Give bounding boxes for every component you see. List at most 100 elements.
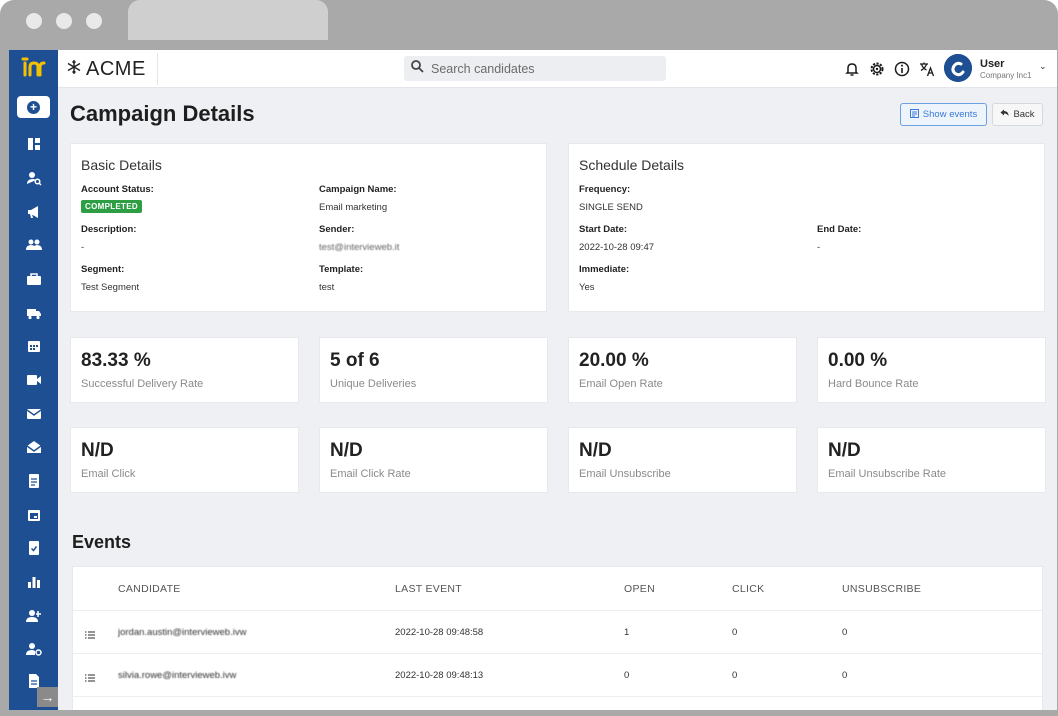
calendar-grid-icon[interactable] — [26, 338, 42, 354]
stat-value: 20.00 % — [579, 350, 649, 371]
open-mail-icon[interactable] — [26, 439, 42, 455]
window-minimize-dot[interactable] — [56, 13, 72, 29]
megaphone-icon[interactable] — [26, 204, 42, 220]
column-header-candidate[interactable]: CANDIDATE — [118, 583, 181, 595]
stat-value: N/D — [81, 440, 114, 461]
stat-value: N/D — [579, 440, 612, 461]
account-status-label: Account Status: — [81, 184, 154, 195]
column-header-open[interactable]: OPEN — [624, 583, 655, 595]
expand-sidebar-button[interactable]: → — [37, 687, 58, 707]
window-maximize-dot[interactable] — [86, 13, 102, 29]
user-management-icon[interactable] — [26, 608, 42, 624]
open-count: 0 — [624, 670, 630, 681]
dashboard-icon[interactable] — [26, 136, 42, 152]
column-header-last-event[interactable]: LAST EVENT — [395, 583, 462, 595]
search-input[interactable] — [431, 61, 651, 76]
table-row[interactable]: silvia.rowe@intervieweb.ivw 2022-10-28 0… — [73, 653, 1042, 696]
stat-card-email-click: N/D Email Click — [70, 427, 299, 493]
stat-card-unsubscribe-rate: N/D Email Unsubscribe Rate — [817, 427, 1046, 493]
stat-card-unsubscribe: N/D Email Unsubscribe — [568, 427, 797, 493]
frequency-label: Frequency: — [579, 184, 631, 195]
video-call-icon[interactable] — [26, 372, 42, 388]
user-settings-icon[interactable] — [26, 641, 42, 657]
app-logo-icon[interactable] — [20, 56, 48, 82]
description-value: - — [81, 242, 85, 253]
table-row[interactable] — [73, 696, 1042, 710]
gear-icon[interactable] — [869, 61, 885, 77]
user-name[interactable]: User — [980, 58, 1005, 70]
stat-label: Unique Deliveries — [330, 378, 417, 390]
immediate-label: Immediate: — [579, 264, 630, 275]
unsubscribe-count: 0 — [842, 627, 848, 638]
document-icon[interactable] — [26, 473, 42, 489]
translate-icon[interactable] — [919, 61, 935, 77]
click-count: 0 — [732, 627, 738, 638]
add-new-button[interactable]: + — [17, 96, 50, 118]
template-value: test — [319, 282, 335, 293]
candidate-email[interactable]: jordan.austin@intervieweb.ivw — [118, 627, 247, 638]
start-date-value: 2022-10-28 09:47 — [579, 242, 655, 253]
show-events-label: Show events — [922, 109, 978, 120]
brand[interactable]: ACME — [66, 58, 146, 81]
search-candidate-icon[interactable] — [26, 170, 42, 186]
events-title: Events — [72, 532, 132, 552]
browser-tab[interactable] — [128, 0, 328, 40]
end-date-label: End Date: — [817, 224, 862, 235]
avatar[interactable] — [944, 54, 972, 82]
briefcase-icon[interactable] — [26, 271, 42, 287]
candidate-email[interactable]: silvia.rowe@intervieweb.ivw — [118, 670, 237, 681]
sender-value: test@intervieweb.it — [319, 242, 400, 253]
description-label: Description: — [81, 224, 137, 235]
status-badge: COMPLETED — [81, 200, 142, 213]
stat-card-unique-deliveries: 5 of 6 Unique Deliveries — [319, 337, 548, 403]
schedule-details-title: Schedule Details — [579, 157, 685, 173]
segment-value: Test Segment — [81, 282, 140, 293]
stat-value: 0.00 % — [828, 350, 888, 371]
mail-icon[interactable] — [26, 406, 42, 422]
search-icon — [411, 59, 424, 78]
stat-card-open-rate: 20.00 % Email Open Rate — [568, 337, 797, 403]
template-label: Template: — [319, 264, 364, 275]
show-events-button[interactable]: Show events — [900, 103, 987, 126]
file-icon[interactable] — [26, 673, 42, 689]
stat-label: Email Click — [81, 468, 136, 480]
list-icon[interactable] — [85, 670, 95, 682]
list-icon[interactable] — [85, 627, 95, 639]
people-icon[interactable] — [26, 237, 42, 253]
sidebar: + → — [9, 50, 58, 710]
table-row[interactable]: jordan.austin@intervieweb.ivw 2022-10-28… — [73, 610, 1042, 653]
stat-value: 5 of 6 — [330, 350, 380, 371]
frequency-value: SINGLE SEND — [579, 202, 643, 213]
stat-value: N/D — [828, 440, 861, 461]
plus-icon: + — [27, 100, 40, 114]
bar-chart-icon[interactable] — [26, 574, 42, 590]
window-close-dot[interactable] — [26, 13, 42, 29]
event-calendar-icon[interactable] — [26, 507, 42, 523]
back-button[interactable]: Back — [992, 103, 1043, 126]
list-box-icon — [909, 108, 919, 121]
chevron-down-icon[interactable]: ⌄ — [1039, 61, 1047, 71]
top-bar: ACME User Company Inc1 ⌄ — [58, 50, 1057, 88]
truck-icon[interactable] — [26, 305, 42, 321]
stat-label: Successful Delivery Rate — [81, 378, 204, 390]
checklist-document-icon[interactable] — [26, 540, 42, 556]
snowflake-icon — [66, 58, 82, 81]
stat-value: N/D — [330, 440, 363, 461]
info-icon[interactable] — [894, 61, 910, 77]
start-date-label: Start Date: — [579, 224, 628, 235]
column-header-click[interactable]: CLICK — [732, 583, 765, 595]
unsubscribe-count: 0 — [842, 670, 848, 681]
user-company: Company Inc1 — [980, 71, 1032, 80]
campaign-name-label: Campaign Name: — [319, 184, 397, 195]
search-bar[interactable] — [404, 56, 666, 81]
stat-label: Email Unsubscribe Rate — [828, 468, 946, 480]
end-date-value: - — [817, 242, 821, 253]
segment-label: Segment: — [81, 264, 125, 275]
events-table: CANDIDATE LAST EVENT OPEN CLICK UNSUBSCR… — [72, 566, 1043, 710]
bell-icon[interactable] — [844, 61, 860, 77]
brand-name: ACME — [86, 58, 146, 80]
column-header-unsubscribe[interactable]: UNSUBSCRIBE — [842, 583, 922, 595]
stat-card-click-rate: N/D Email Click Rate — [319, 427, 548, 493]
basic-details-card: Basic Details Account Status: COMPLETED … — [70, 143, 547, 312]
